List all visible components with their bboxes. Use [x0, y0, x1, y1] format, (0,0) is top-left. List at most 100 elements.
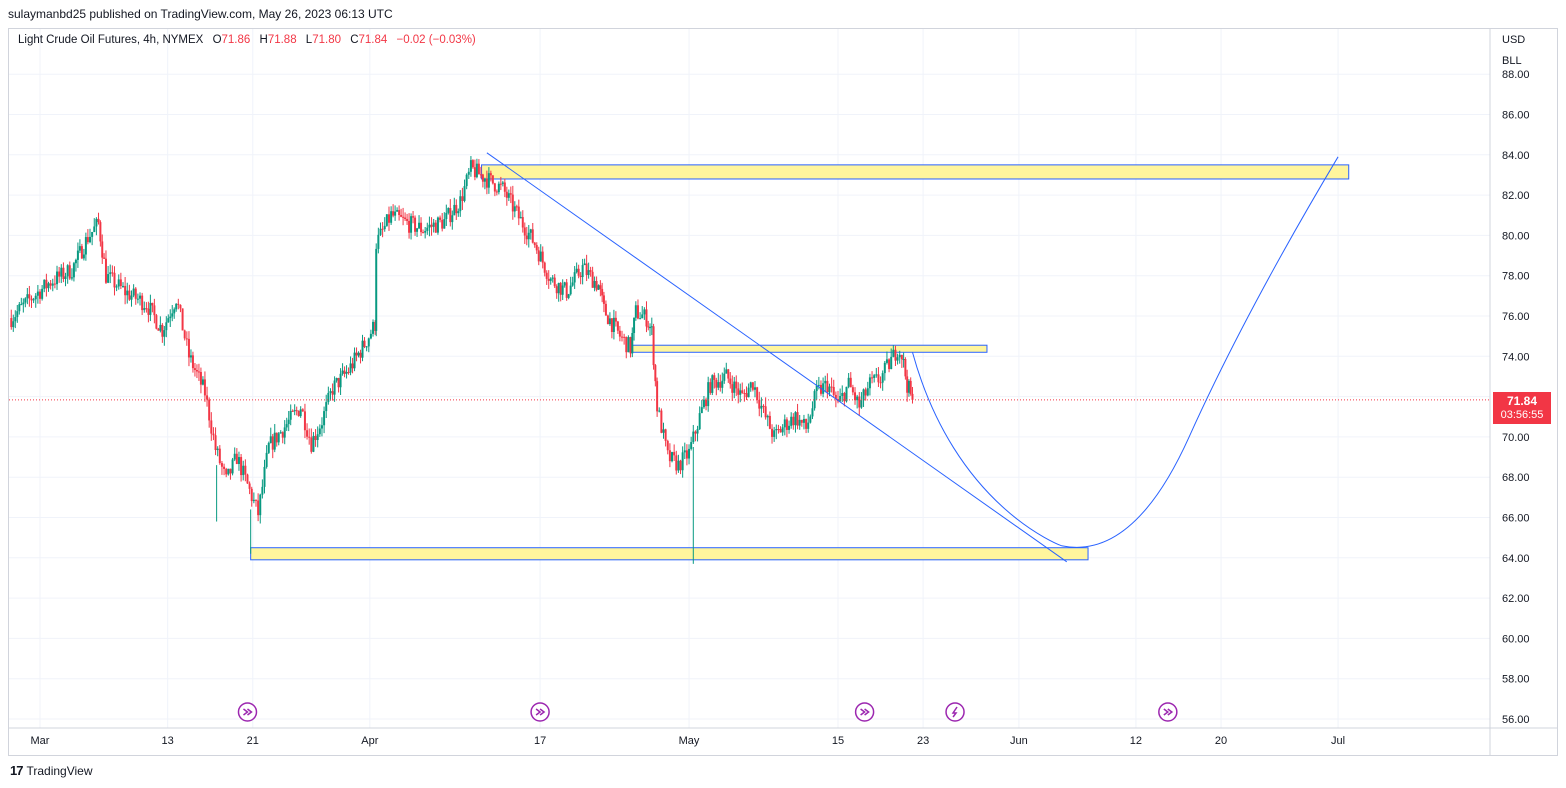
candle-body [529, 229, 532, 233]
candle-down [434, 220, 437, 233]
grid-lines [9, 29, 1490, 728]
drawn-lines [486, 152, 1339, 563]
publisher-caption: sulaymanbd25 published on TradingView.co… [8, 7, 393, 21]
candle-down [347, 367, 350, 375]
candle-up [557, 282, 560, 302]
candle-body [103, 257, 106, 259]
time-tick-label: Mar [31, 735, 50, 747]
candle-body [22, 302, 25, 305]
candle-body [639, 318, 642, 320]
economic-event-icon[interactable] [530, 702, 550, 722]
candle-body [764, 406, 767, 418]
candle-body [841, 393, 844, 396]
candle-body [267, 442, 270, 453]
candle-up [809, 414, 812, 424]
economic-event-icon[interactable] [854, 702, 875, 722]
economic-event-icon[interactable] [237, 702, 258, 722]
candle-up [561, 279, 564, 301]
candle-body [517, 206, 520, 219]
candle-body [32, 299, 35, 301]
candle-body [377, 234, 380, 249]
candle-body [543, 262, 546, 273]
economic-event-icon[interactable] [1158, 702, 1178, 722]
candle-body [195, 369, 198, 372]
candle-body [143, 308, 146, 311]
candle-body [798, 419, 801, 426]
flash-event-icon[interactable] [945, 702, 965, 722]
candle-down [577, 264, 580, 279]
candle-up [117, 274, 120, 290]
candle-up [539, 244, 542, 262]
candle-body [745, 393, 748, 398]
candle-down [203, 371, 206, 402]
last-price: 71.84 [1506, 394, 1538, 408]
candle-body [877, 374, 880, 383]
currency-label[interactable]: USD [1502, 34, 1526, 46]
candle-down [777, 424, 780, 434]
candle-down [499, 176, 502, 191]
candle-up [349, 356, 352, 376]
candle-up [78, 239, 81, 254]
candle-body [902, 359, 905, 361]
candle-down [303, 403, 306, 439]
candle-down [177, 298, 180, 310]
candle-down [225, 467, 228, 478]
candle-up [696, 425, 699, 442]
candle-body [139, 295, 142, 299]
candle-body [847, 377, 850, 387]
projection-curve-down[interactable] [911, 352, 1062, 547]
candle-body [151, 302, 154, 306]
candle-body [365, 346, 368, 348]
candle-body [668, 450, 671, 462]
trendline[interactable] [486, 152, 1068, 563]
candle-down [99, 220, 102, 247]
candle-up [662, 422, 665, 439]
change-value: −0.02 (−0.03%) [396, 34, 476, 46]
candle-body [402, 216, 405, 218]
projection-curve-up[interactable] [1061, 156, 1339, 548]
candle-up [875, 367, 878, 378]
candle-down [422, 229, 425, 234]
price-zone-rect[interactable] [481, 164, 1350, 180]
time-tick-label: Jun [1010, 735, 1028, 747]
price-zone-rect[interactable] [250, 547, 1089, 561]
candle-body [896, 357, 899, 361]
candle-down [124, 277, 127, 305]
candle-body [147, 308, 150, 315]
candle-up [130, 290, 133, 307]
candle-body [271, 436, 274, 450]
candle-body [719, 382, 722, 388]
price-zone-rect[interactable] [632, 344, 988, 353]
candle-up [361, 334, 364, 362]
candle-down [297, 410, 300, 417]
candle-body [591, 271, 594, 288]
candle-body [904, 359, 907, 377]
candle-body [733, 381, 736, 393]
candle-body [193, 368, 196, 370]
candle-up [329, 388, 332, 401]
candle-body [690, 442, 693, 449]
candle-body [875, 374, 878, 376]
candle-body [497, 183, 500, 193]
candle-body [20, 304, 23, 306]
candle-up [89, 228, 92, 244]
candle-up [688, 444, 691, 465]
candle-body [660, 410, 663, 433]
candle-body [802, 418, 805, 423]
candle-body [208, 399, 211, 421]
candle-body [240, 457, 243, 476]
candle-body [485, 178, 488, 188]
candle-body [248, 483, 251, 489]
candle-down [481, 173, 484, 188]
footer-brand[interactable]: 17 TradingView [10, 763, 93, 778]
unit-label[interactable]: BLL [1502, 55, 1522, 67]
candle-down [477, 159, 480, 175]
candle-body [666, 440, 669, 451]
candle-down [485, 170, 488, 195]
candle-up [569, 276, 572, 296]
candle-body [862, 389, 865, 400]
candle-up [263, 459, 266, 494]
candle-body [163, 330, 166, 337]
candle-up [289, 404, 292, 426]
